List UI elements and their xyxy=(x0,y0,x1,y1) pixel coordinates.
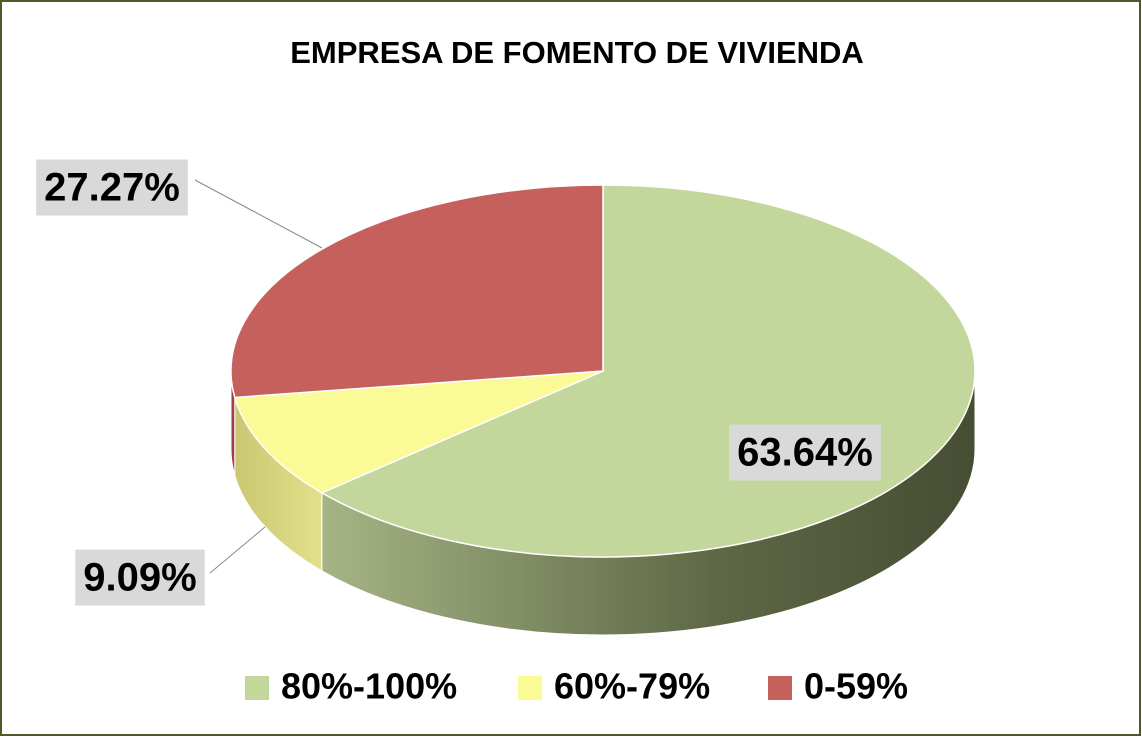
legend-label: 80%-100% xyxy=(281,666,457,707)
leader-line xyxy=(194,179,323,249)
legend-swatch xyxy=(768,676,792,700)
leader-line xyxy=(209,526,266,574)
chart-title: EMPRESA DE FOMENTO DE VIVIENDA xyxy=(290,35,864,70)
slice xyxy=(233,370,604,494)
value-label-bg xyxy=(36,159,188,216)
slice xyxy=(230,184,604,399)
value-label-bg xyxy=(729,424,881,481)
value-label-bg xyxy=(75,549,205,606)
value-label: 27.27% xyxy=(44,166,180,210)
legend-label: 0-59% xyxy=(804,666,908,707)
value-label: 9.09% xyxy=(83,556,196,600)
legend-label: 60%-79% xyxy=(554,666,710,707)
legend-swatch xyxy=(518,676,542,700)
legend-swatch xyxy=(245,676,269,700)
value-label: 63.64% xyxy=(737,431,873,475)
